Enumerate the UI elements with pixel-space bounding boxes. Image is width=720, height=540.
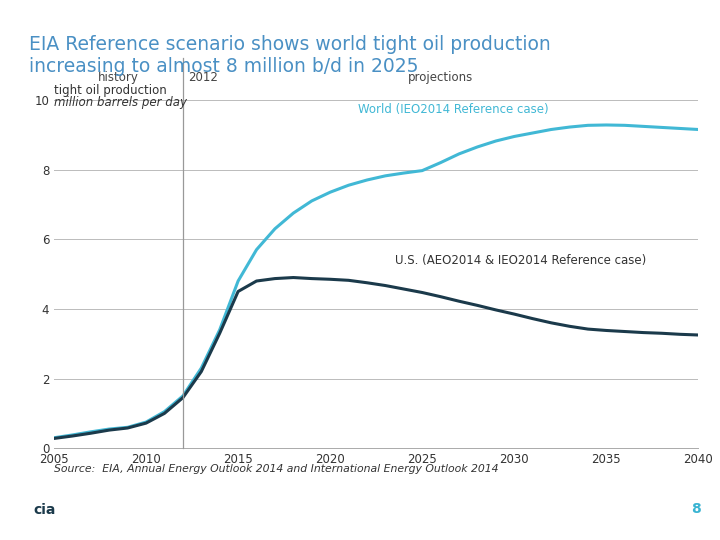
- Circle shape: [501, 492, 720, 526]
- Text: Source:  EIA, Annual Energy Outlook 2014 and International Energy Outlook 2014: Source: EIA, Annual Energy Outlook 2014 …: [54, 463, 498, 474]
- Text: projections: projections: [408, 71, 473, 84]
- Text: U.S. (AEO2014 & IEO2014 Reference case): U.S. (AEO2014 & IEO2014 Reference case): [395, 254, 646, 267]
- Text: Deloitte Oil and Gas Conference: Deloitte Oil and Gas Conference: [97, 495, 264, 505]
- Text: cia: cia: [33, 503, 56, 517]
- Text: November 18, 2014: November 18, 2014: [97, 515, 201, 525]
- Text: tight oil production: tight oil production: [54, 84, 167, 97]
- FancyBboxPatch shape: [0, 481, 94, 537]
- Text: 8: 8: [690, 502, 701, 516]
- Text: EIA Reference scenario shows world tight oil production: EIA Reference scenario shows world tight…: [29, 35, 551, 54]
- Text: World (IEO2014 Reference case): World (IEO2014 Reference case): [358, 103, 549, 116]
- Text: history: history: [98, 71, 139, 84]
- Text: 2012: 2012: [189, 71, 218, 84]
- Text: increasing to almost 8 million b/d in 2025: increasing to almost 8 million b/d in 20…: [29, 57, 418, 76]
- Text: million barrels per day: million barrels per day: [54, 96, 187, 109]
